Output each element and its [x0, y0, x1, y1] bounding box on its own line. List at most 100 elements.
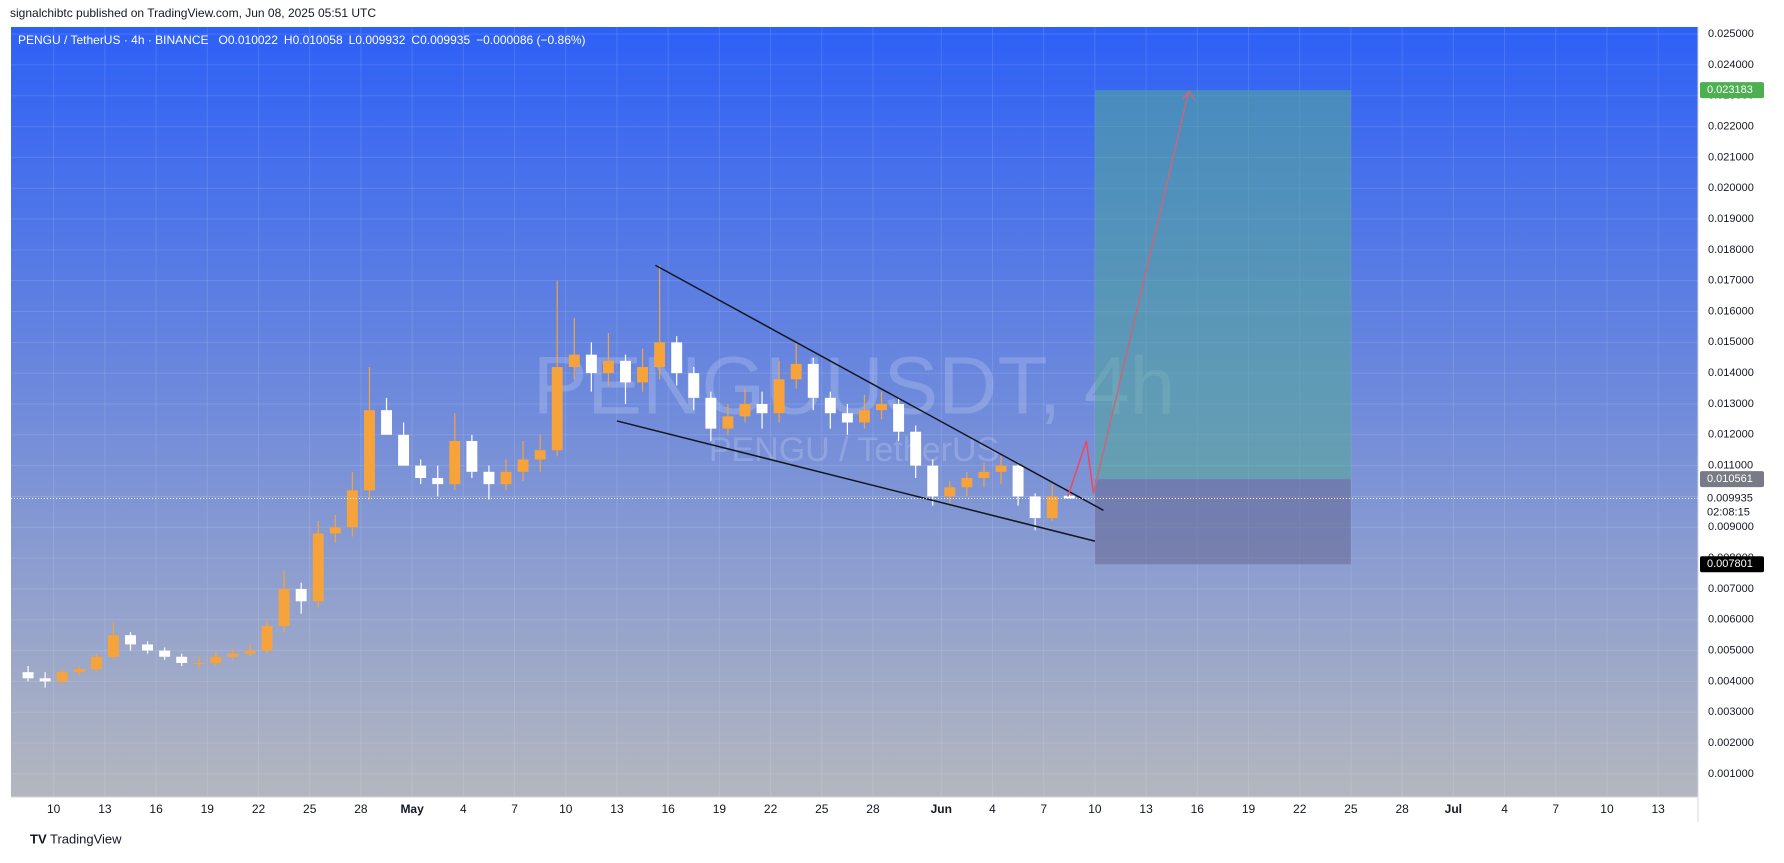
candle-body: [1063, 495, 1075, 499]
candle-body: [773, 379, 785, 414]
entry-badge: [1700, 471, 1764, 488]
candle-body: [927, 465, 939, 497]
candle-body: [807, 363, 819, 398]
candle-body: [159, 650, 171, 657]
candle-body: [944, 487, 956, 497]
x-tick-label: 22: [1293, 802, 1307, 816]
x-tick-label: 19: [201, 802, 215, 816]
candle-body: [142, 644, 154, 651]
loss-zone: [1094, 479, 1351, 565]
candle-body: [978, 471, 990, 478]
candle-body: [671, 342, 683, 374]
x-tick-label: Jun: [931, 802, 952, 816]
candle-body: [551, 366, 563, 451]
ohlc-value: 0.009935: [420, 33, 470, 47]
x-tick-label: 10: [1600, 802, 1614, 816]
brand-logo: TV: [30, 831, 47, 846]
candle-body: [568, 354, 580, 367]
candle-body: [961, 477, 973, 488]
countdown: 02:08:15: [1707, 506, 1750, 518]
x-tick-label: 25: [815, 802, 829, 816]
candle-body: [73, 669, 85, 673]
candle-body: [381, 410, 392, 435]
x-tick-label: 10: [1088, 802, 1102, 816]
price-badge-label: 0.009935: [1707, 492, 1753, 504]
y-tick-label: 0.007000: [1708, 583, 1754, 595]
ohlc-value: 0.010058: [293, 33, 343, 47]
x-tick-label: 7: [1040, 802, 1047, 816]
candle-body: [210, 656, 222, 663]
arrow-head: [1182, 89, 1196, 101]
candle-body: [363, 410, 375, 491]
candle-body: [688, 373, 700, 398]
candle-body: [56, 672, 68, 682]
candle-body: [841, 413, 853, 423]
x-tick-label: 13: [1651, 802, 1665, 816]
price-badge: [1700, 490, 1764, 521]
candle-body: [22, 672, 34, 679]
change: −0.000086 (−0.86%): [476, 33, 585, 47]
candle-body: [500, 471, 512, 485]
x-tick-label: 13: [98, 802, 112, 816]
candle-body: [585, 354, 597, 374]
candle-body: [329, 527, 341, 534]
y-tick-label: 0.024000: [1708, 59, 1754, 71]
y-tick-label: 0.011000: [1708, 460, 1753, 472]
y-tick-label: 0.002000: [1708, 737, 1754, 749]
candle-body: [125, 635, 136, 645]
y-tick-label: 0.016000: [1708, 305, 1754, 317]
x-tick-label: 10: [47, 802, 61, 816]
candle-body: [193, 662, 205, 664]
candle-body: [346, 490, 358, 528]
ohlc-value: 0.010022: [228, 33, 278, 47]
candle-body: [534, 450, 546, 460]
publisher: signalchibtc published on TradingView.co…: [10, 6, 376, 20]
trendline: [655, 264, 1104, 511]
x-tick-label: 10: [559, 802, 573, 816]
candle-body: [1012, 465, 1024, 497]
y-tick-label: 0.020000: [1708, 182, 1754, 194]
candle-body: [261, 625, 273, 651]
trendline: [616, 420, 1096, 542]
projection-arrow: [1092, 90, 1190, 494]
ohlc-key: L: [349, 33, 356, 47]
x-tick-label: 25: [1344, 802, 1358, 816]
y-tick-label: 0.019000: [1708, 213, 1754, 225]
y-tick-label: 0.005000: [1708, 644, 1754, 656]
candle-body: [790, 363, 802, 380]
candle-body: [995, 465, 1007, 472]
candle-body: [620, 360, 631, 383]
candle-body: [637, 366, 649, 383]
candle-body: [39, 678, 51, 682]
y-tick-label: 0.014000: [1708, 367, 1754, 379]
x-tick-label: 4: [1501, 802, 1508, 816]
candle-body: [107, 635, 119, 657]
brand: TradingView: [50, 831, 122, 846]
y-tick-label: 0.012000: [1708, 429, 1754, 441]
candle-body: [756, 403, 768, 414]
x-tick-label: 28: [1395, 802, 1409, 816]
x-tick-label: 7: [1552, 802, 1559, 816]
candle-body: [312, 533, 324, 602]
x-tick-label: 19: [713, 802, 727, 816]
candle-body: [278, 588, 290, 626]
candle-body: [1046, 496, 1058, 519]
stop-badge-label: 0.007801: [1707, 558, 1753, 570]
y-tick-label: 0.022000: [1708, 120, 1754, 132]
candle-body: [1029, 496, 1041, 519]
candle-body: [415, 465, 427, 478]
y-tick-label: 0.025000: [1708, 28, 1754, 40]
watermark: PENGUUSDT, 4h: [533, 341, 1176, 432]
candle-body: [449, 440, 461, 485]
ohlc-key: C: [411, 33, 420, 47]
candle-body: [876, 403, 887, 411]
candle-body: [483, 471, 495, 485]
x-tick-label: 16: [1191, 802, 1205, 816]
x-tick-label: 16: [661, 802, 675, 816]
x-tick-label: 22: [764, 802, 778, 816]
y-tick-label: 0.006000: [1708, 614, 1754, 626]
candle-body: [705, 397, 717, 429]
y-tick-label: 0.001000: [1708, 768, 1754, 780]
candle-body: [432, 477, 444, 485]
